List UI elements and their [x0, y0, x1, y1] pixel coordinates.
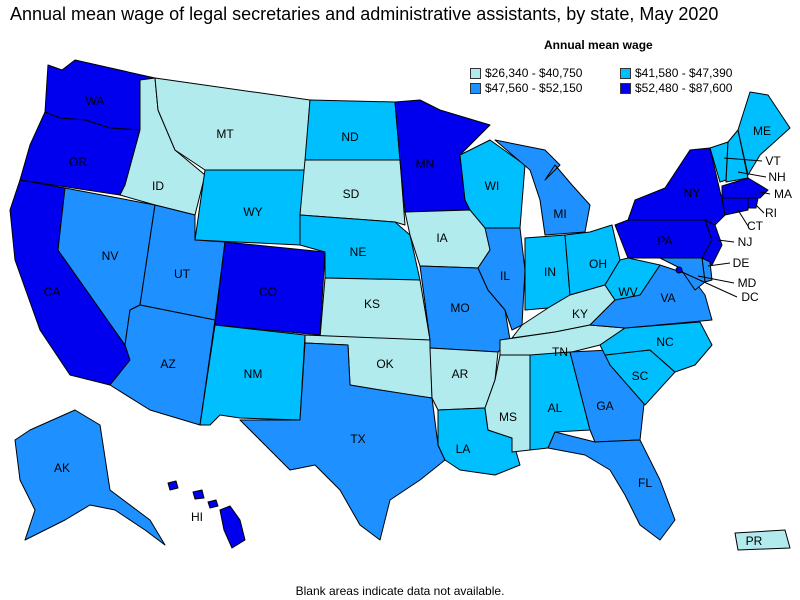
state-label: ND	[341, 130, 359, 144]
state-label: HI	[191, 510, 203, 524]
state-label: SC	[632, 369, 649, 383]
state-ak[interactable]	[14, 409, 166, 546]
state-fl[interactable]	[547, 431, 676, 541]
state-ma[interactable]	[721, 177, 769, 199]
legend-item-tier-3: $52,480 - $87,600	[620, 81, 732, 95]
footnote: Blank areas indicate data not available.	[295, 584, 505, 598]
state-dc[interactable]	[675, 266, 683, 274]
legend-swatch	[470, 82, 481, 94]
state-mi[interactable]	[494, 139, 591, 236]
state-label: CO	[259, 285, 277, 299]
legend-swatch	[620, 82, 631, 94]
state-label: CA	[44, 285, 61, 299]
state-label: IL	[500, 269, 510, 283]
state-sd[interactable]	[299, 159, 406, 226]
state-label: PA	[657, 234, 672, 248]
state-label: OK	[376, 357, 393, 371]
state-label: PR	[746, 534, 763, 548]
legend-swatch	[470, 67, 481, 79]
legend-label: $52,480 - $87,600	[635, 81, 733, 95]
state-label: WV	[618, 285, 637, 299]
state-pr[interactable]	[734, 529, 791, 551]
state-wv[interactable]	[604, 257, 661, 301]
legend-title: Annual mean wage	[544, 38, 653, 52]
state-label: NC	[656, 335, 674, 349]
legend-item-tier-0: $26,340 - $40,750	[470, 66, 582, 80]
state-label: AK	[54, 461, 70, 475]
state-label: KS	[364, 297, 380, 311]
state-label: AL	[548, 401, 563, 415]
state-label: IA	[436, 231, 447, 245]
legend-label: $41,580 - $47,390	[635, 66, 733, 80]
state-label: FL	[638, 476, 652, 490]
state-label: VA	[660, 291, 675, 305]
leader-lines	[681, 157, 771, 298]
state-label: AZ	[160, 357, 175, 371]
state-me[interactable]	[737, 91, 791, 176]
state-label: MA	[774, 187, 792, 201]
state-label: DC	[741, 290, 759, 304]
state-label: MN	[416, 157, 435, 171]
state-label: MS	[499, 410, 517, 424]
map-title: Annual mean wage of legal secretaries an…	[10, 4, 719, 24]
state-label: UT	[174, 267, 191, 281]
state-label: MD	[738, 276, 757, 290]
state-label: KY	[572, 307, 588, 321]
state-label: NV	[102, 249, 119, 263]
state-label: NM	[244, 367, 263, 381]
legend-label: $47,560 - $52,150	[485, 81, 583, 95]
state-label: DE	[733, 256, 750, 270]
state-label: NJ	[738, 235, 753, 249]
state-label: OR	[69, 155, 87, 169]
state-label: ID	[152, 179, 164, 193]
state-label: SD	[343, 187, 360, 201]
state-label: TX	[350, 432, 365, 446]
state-tx[interactable]	[239, 342, 446, 541]
state-md[interactable]	[659, 257, 706, 291]
state-ny[interactable]	[627, 147, 726, 226]
state-label: ME	[753, 124, 771, 138]
state-label: WA	[86, 94, 105, 108]
state-label: LA	[456, 442, 471, 456]
state-label: RI	[765, 206, 777, 220]
state-label: NY	[684, 186, 701, 200]
legend-label: $26,340 - $40,750	[485, 66, 583, 80]
state-label: MT	[216, 127, 234, 141]
state-label: AR	[452, 367, 469, 381]
legend-item-tier-1: $41,580 - $47,390	[620, 66, 732, 80]
state-label: MI	[553, 207, 566, 221]
state-ri[interactable]	[747, 197, 759, 209]
state-label: GA	[596, 399, 613, 413]
state-label: WI	[485, 179, 500, 193]
legend-item-tier-2: $47,560 - $52,150	[470, 81, 582, 95]
state-label: NH	[768, 170, 785, 184]
legend-swatch	[620, 67, 631, 79]
state-label: WY	[243, 205, 262, 219]
state-label: NE	[350, 245, 367, 259]
state-label: CT	[747, 219, 764, 233]
state-label: MO	[450, 301, 469, 315]
state-label: OH	[589, 257, 607, 271]
state-label: VT	[765, 154, 781, 168]
state-il[interactable]	[477, 227, 526, 331]
state-label: IN	[544, 265, 556, 279]
state-ct[interactable]	[721, 197, 749, 216]
state-hi[interactable]	[167, 480, 246, 549]
state-label: TN	[552, 345, 568, 359]
